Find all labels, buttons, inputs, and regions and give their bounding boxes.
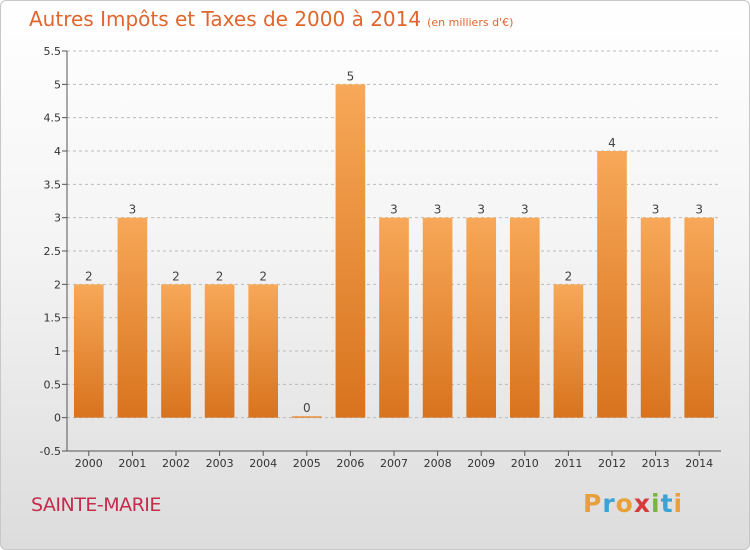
y-tick-label: 5	[54, 78, 61, 91]
y-tick-label: 0	[54, 412, 61, 425]
data-label: 2	[85, 269, 93, 283]
y-tick-label: 1.5	[44, 312, 62, 325]
data-label: 2	[259, 269, 267, 283]
bar	[117, 217, 148, 418]
data-label: 2	[172, 269, 180, 283]
data-label: 3	[521, 203, 529, 217]
logo-letter: o	[615, 489, 634, 518]
logo-letter: i	[673, 489, 684, 518]
bar	[335, 84, 366, 418]
x-tick-label: 2014	[685, 457, 713, 470]
commune-name: SAINTE-MARIE	[31, 494, 161, 516]
data-label: 3	[434, 203, 442, 217]
logo-letter: r	[602, 489, 616, 518]
y-tick-label: 0.5	[44, 378, 62, 391]
bar	[422, 217, 453, 418]
bar	[684, 217, 715, 418]
x-tick-label: 2004	[249, 457, 277, 470]
bar	[379, 217, 409, 418]
logo-letter: x	[633, 489, 651, 518]
bar	[248, 284, 279, 418]
data-label: 3	[390, 203, 398, 217]
x-tick-label: 2000	[75, 457, 103, 470]
data-label: 4	[608, 136, 616, 150]
x-tick-label: 2009	[467, 457, 495, 470]
bar	[640, 217, 671, 418]
data-label: 2	[216, 269, 224, 283]
data-label: 3	[477, 203, 485, 217]
chart-title: Autres Impôts et Taxes de 2000 à 2014 (en…	[29, 7, 513, 31]
chart-title-text: Autres Impôts et Taxes de 2000 à 2014	[29, 7, 422, 31]
bar	[291, 416, 322, 418]
bar	[204, 284, 235, 418]
data-label: 3	[129, 203, 137, 217]
y-tick-label: -0.5	[40, 445, 61, 458]
proxiti-logo[interactable]: Proxiti	[583, 489, 683, 518]
data-label: 5	[347, 69, 355, 83]
data-label: 3	[652, 203, 660, 217]
x-tick-label: 2001	[118, 457, 146, 470]
x-tick-label: 2012	[598, 457, 626, 470]
x-tick-label: 2003	[206, 457, 234, 470]
bar	[466, 217, 497, 418]
chart-unit: (en milliers d'€)	[427, 16, 514, 29]
y-tick-label: 2	[54, 278, 61, 291]
y-tick-label: 5.5	[44, 45, 62, 58]
bar	[509, 217, 540, 418]
logo-letter: t	[660, 489, 674, 518]
y-tick-label: 1	[54, 345, 61, 358]
y-tick-label: 4	[54, 145, 61, 158]
logo-letter: P	[583, 489, 603, 518]
x-tick-label: 2006	[336, 457, 364, 470]
y-tick-label: 3.5	[44, 178, 62, 191]
y-tick-label: 3	[54, 212, 61, 225]
x-tick-label: 2011	[554, 457, 582, 470]
bar	[73, 284, 104, 418]
y-tick-label: 4.5	[44, 112, 62, 125]
bar	[597, 151, 627, 418]
x-tick-label: 2005	[293, 457, 321, 470]
logo-letter: i	[651, 489, 661, 518]
x-tick-label: 2013	[642, 457, 670, 470]
x-tick-label: 2010	[511, 457, 539, 470]
bar	[553, 284, 584, 418]
data-label: 3	[695, 203, 703, 217]
y-tick-label: 2.5	[44, 245, 62, 258]
x-tick-label: 2008	[424, 457, 452, 470]
x-tick-label: 2002	[162, 457, 190, 470]
data-label: 0	[303, 401, 311, 415]
x-tick-label: 2007	[380, 457, 408, 470]
data-label: 2	[565, 269, 573, 283]
bar	[161, 284, 191, 418]
